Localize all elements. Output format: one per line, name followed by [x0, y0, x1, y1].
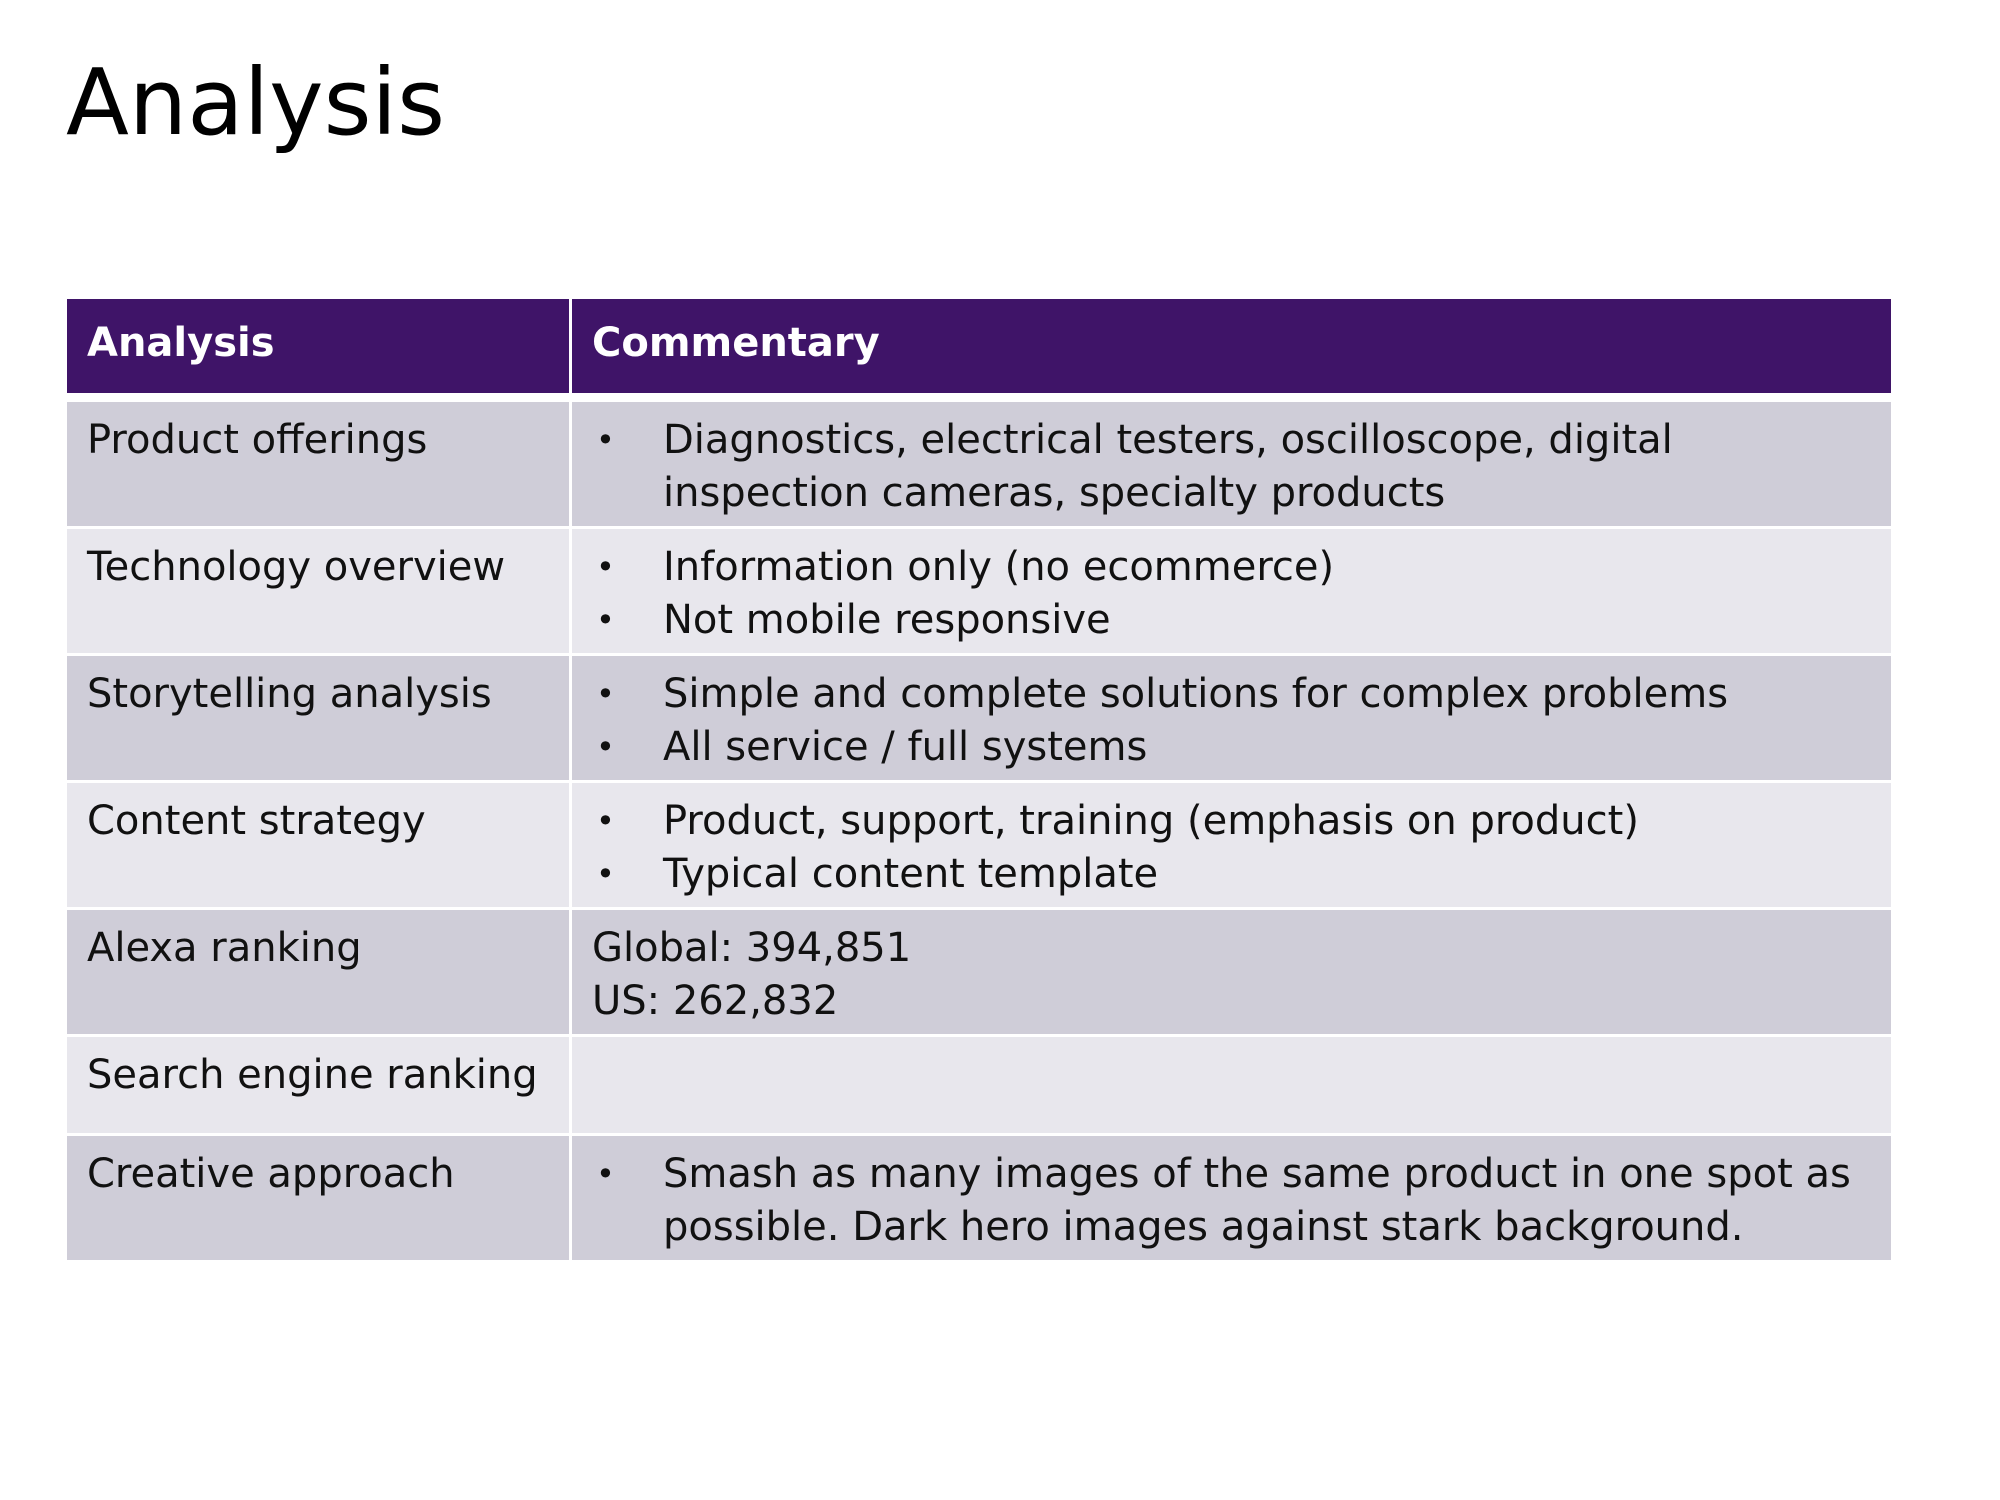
bullet-list: • Product, support, training (emphasis o… [592, 795, 1871, 901]
bullet-icon: • [596, 601, 615, 639]
bullet-text: Simple and complete solutions for comple… [663, 671, 1729, 717]
row-label: Search engine ranking [64, 1034, 572, 1136]
row-commentary: Global: 394,851 US: 262,832 [569, 907, 1894, 1037]
row-label: Creative approach [64, 1133, 572, 1263]
row-commentary: • Product, support, training (emphasis o… [569, 780, 1894, 910]
bullet-item: • Typical content template [592, 848, 1871, 901]
table-row: Creative approach • Smash as many images… [64, 1133, 1894, 1263]
bullet-icon: • [596, 802, 615, 840]
bullet-icon: • [596, 1155, 615, 1193]
bullet-item: • Not mobile responsive [592, 594, 1871, 647]
bullet-list: • Smash as many images of the same produ… [592, 1148, 1871, 1254]
bullet-text: Diagnostics, electrical testers, oscillo… [663, 417, 1673, 516]
row-label: Storytelling analysis [64, 653, 572, 783]
row-commentary: • Simple and complete solutions for comp… [569, 653, 1894, 783]
bullet-text: Product, support, training (emphasis on … [663, 798, 1639, 844]
row-commentary: • Diagnostics, electrical testers, oscil… [569, 396, 1894, 529]
table-row: Technology overview • Information only (… [64, 526, 1894, 656]
table-row: Search engine ranking [64, 1034, 1894, 1136]
bullet-icon: • [596, 855, 615, 893]
bullet-item: • Simple and complete solutions for comp… [592, 668, 1871, 721]
bullet-list: • Information only (no ecommerce) • Not … [592, 541, 1871, 647]
table-row: Alexa ranking Global: 394,851 US: 262,83… [64, 907, 1894, 1037]
row-label: Content strategy [64, 780, 572, 910]
bullet-text: Typical content template [663, 851, 1159, 897]
row-label: Alexa ranking [64, 907, 572, 1037]
analysis-table: Analysis Commentary Product offerings • … [64, 296, 1894, 1263]
bullet-item: • Smash as many images of the same produ… [592, 1148, 1871, 1254]
bullet-text: All service / full systems [663, 724, 1148, 770]
alexa-us-rank: US: 262,832 [592, 978, 839, 1024]
page-title: Analysis [66, 49, 446, 156]
table-row: Product offerings • Diagnostics, electri… [64, 396, 1894, 529]
table-header-row: Analysis Commentary [64, 296, 1894, 402]
row-commentary [569, 1034, 1894, 1136]
bullet-item: • Diagnostics, electrical testers, oscil… [592, 414, 1871, 520]
bullet-item: • Product, support, training (emphasis o… [592, 795, 1871, 848]
row-commentary: • Information only (no ecommerce) • Not … [569, 526, 1894, 656]
column-header-commentary: Commentary [569, 296, 1894, 402]
bullet-text: Smash as many images of the same product… [663, 1151, 1851, 1250]
bullet-item: • All service / full systems [592, 721, 1871, 774]
bullet-list: • Diagnostics, electrical testers, oscil… [592, 414, 1871, 520]
table-row: Storytelling analysis • Simple and compl… [64, 653, 1894, 783]
row-label: Product offerings [64, 396, 572, 529]
column-header-analysis: Analysis [64, 296, 572, 402]
bullet-list: • Simple and complete solutions for comp… [592, 668, 1871, 774]
row-label: Technology overview [64, 526, 572, 656]
bullet-icon: • [596, 675, 615, 713]
bullet-icon: • [596, 728, 615, 766]
bullet-text: Information only (no ecommerce) [663, 544, 1335, 590]
bullet-text: Not mobile responsive [663, 597, 1111, 643]
table-row: Content strategy • Product, support, tra… [64, 780, 1894, 910]
bullet-icon: • [596, 421, 615, 459]
row-commentary: • Smash as many images of the same produ… [569, 1133, 1894, 1263]
bullet-icon: • [596, 548, 615, 586]
bullet-item: • Information only (no ecommerce) [592, 541, 1871, 594]
alexa-global-rank: Global: 394,851 [592, 925, 912, 971]
